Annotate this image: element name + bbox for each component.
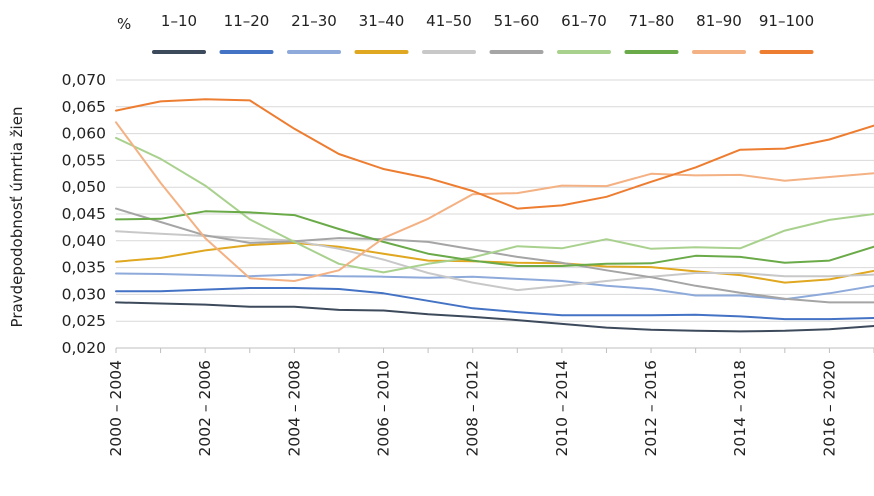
- y-tick-label: 0,060: [62, 125, 106, 143]
- y-tick-label: 0,020: [62, 339, 106, 357]
- y-tick-label: 0,035: [62, 259, 106, 277]
- y-tick-label: 0,065: [62, 98, 106, 116]
- x-axis: 2000 – 2004 2002 – 2006 2004 – 2008 2006 – …: [107, 348, 874, 457]
- legend-title: %: [117, 15, 131, 33]
- y-tick-label: 0,025: [62, 312, 106, 330]
- y-tick-label: 0,070: [62, 71, 106, 89]
- legend-label: 51–60: [494, 12, 540, 30]
- x-tick-label: 2006 – 2010: [375, 360, 393, 457]
- legend-label: 1–10: [161, 12, 197, 30]
- series-line-11–20: [115, 287, 874, 321]
- series-line-81–90: [115, 121, 874, 282]
- series-lines: [115, 98, 874, 333]
- legend-label: 81–90: [696, 12, 742, 30]
- y-tick-label: 0,040: [62, 232, 106, 250]
- x-tick-label: 2016 – 2020: [820, 360, 838, 457]
- series-line-51–60: [115, 207, 874, 304]
- legend-label: 11–20: [224, 12, 270, 30]
- x-tick-label: 2004 – 2008: [285, 360, 303, 457]
- series-line-41–50: [115, 230, 874, 292]
- x-tick-label: 2012 – 2016: [642, 360, 660, 457]
- series-line-71–80: [115, 210, 874, 267]
- legend-label: 31–40: [359, 12, 405, 30]
- x-tick-label: 2008 – 2012: [464, 360, 482, 457]
- series-line-91–100: [115, 98, 874, 210]
- legend-label: 41–50: [426, 12, 472, 30]
- y-tick-label: 0,055: [62, 151, 106, 169]
- series-line-61–70: [115, 136, 874, 274]
- series-line-21–30: [115, 272, 874, 301]
- y-axis-label: Pravdepodobnosť úmrtia žien: [8, 107, 26, 328]
- legend-label: 21–30: [291, 12, 337, 30]
- y-tick-label: 0,045: [62, 205, 106, 223]
- x-tick-label: 2010 – 2014: [553, 360, 571, 457]
- legend-label: 91–100: [759, 12, 814, 30]
- grid: [116, 79, 874, 349]
- series-line-1–10: [115, 301, 874, 333]
- y-tick-label: 0,030: [62, 285, 106, 303]
- legend: 1–10 11–20 21–30 31–40 41–50 51–60 61–70 71–80 8…: [152, 12, 814, 54]
- legend-label: 61–70: [561, 12, 607, 30]
- y-tick-label: 0,050: [62, 178, 106, 196]
- y-axis: 0,020 0,025 0,030 0,035 0,040 0,045 0,050 0,055…: [62, 71, 106, 357]
- x-tick-label: 2000 – 2004: [107, 360, 125, 457]
- series-line-31–40: [115, 241, 874, 284]
- legend-label: 71–80: [629, 12, 675, 30]
- x-tick-label: 2002 – 2006: [196, 360, 214, 457]
- x-tick-label: 2014 – 2018: [731, 360, 749, 457]
